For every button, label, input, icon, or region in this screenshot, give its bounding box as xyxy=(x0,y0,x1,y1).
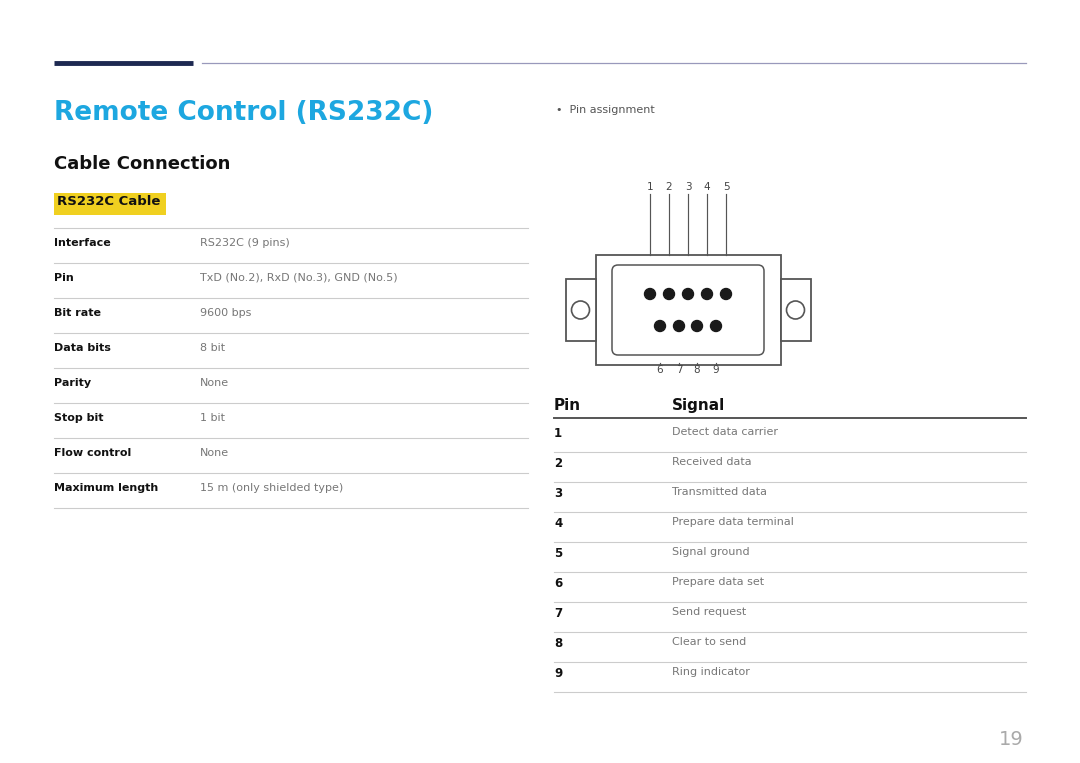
Text: 9600 bps: 9600 bps xyxy=(200,308,252,318)
Circle shape xyxy=(674,320,685,331)
Text: •  Pin assignment: • Pin assignment xyxy=(556,105,654,115)
Text: 1: 1 xyxy=(647,182,653,192)
Text: 2: 2 xyxy=(554,457,562,470)
Text: 4: 4 xyxy=(704,182,711,192)
Text: Signal: Signal xyxy=(672,398,726,413)
Text: 1 bit: 1 bit xyxy=(200,413,225,423)
Text: Maximum length: Maximum length xyxy=(54,483,159,493)
Text: 15 m (only shielded type): 15 m (only shielded type) xyxy=(200,483,343,493)
Circle shape xyxy=(702,288,713,300)
FancyBboxPatch shape xyxy=(566,279,595,341)
Text: 3: 3 xyxy=(554,487,562,500)
Text: RS232C Cable: RS232C Cable xyxy=(57,195,160,208)
FancyBboxPatch shape xyxy=(781,279,810,341)
FancyBboxPatch shape xyxy=(595,255,781,365)
Text: 1: 1 xyxy=(554,427,562,440)
Text: 4: 4 xyxy=(554,517,563,530)
Text: Transmitted data: Transmitted data xyxy=(672,487,767,497)
Text: None: None xyxy=(200,448,229,458)
Text: Ring indicator: Ring indicator xyxy=(672,667,750,677)
Text: 2: 2 xyxy=(665,182,673,192)
Text: Pin: Pin xyxy=(554,398,581,413)
Text: 9: 9 xyxy=(713,365,719,375)
Circle shape xyxy=(786,301,805,319)
Text: 6: 6 xyxy=(554,577,563,590)
Circle shape xyxy=(654,320,665,331)
Text: 8: 8 xyxy=(554,637,563,650)
FancyBboxPatch shape xyxy=(54,193,166,215)
Text: 5: 5 xyxy=(554,547,563,560)
Text: None: None xyxy=(200,378,229,388)
Circle shape xyxy=(571,301,590,319)
Text: Prepare data set: Prepare data set xyxy=(672,577,765,587)
FancyBboxPatch shape xyxy=(612,265,764,355)
Text: Interface: Interface xyxy=(54,238,111,248)
Text: 7: 7 xyxy=(554,607,562,620)
Text: 19: 19 xyxy=(999,730,1024,749)
Text: Parity: Parity xyxy=(54,378,91,388)
Text: 5: 5 xyxy=(723,182,729,192)
Text: 7: 7 xyxy=(676,365,683,375)
Text: Received data: Received data xyxy=(672,457,752,467)
Text: Prepare data terminal: Prepare data terminal xyxy=(672,517,794,527)
Text: 6: 6 xyxy=(657,365,663,375)
Circle shape xyxy=(691,320,702,331)
Circle shape xyxy=(720,288,731,300)
Circle shape xyxy=(663,288,675,300)
Text: TxD (No.2), RxD (No.3), GND (No.5): TxD (No.2), RxD (No.3), GND (No.5) xyxy=(200,273,397,283)
Circle shape xyxy=(645,288,656,300)
Text: Data bits: Data bits xyxy=(54,343,111,353)
Text: Pin: Pin xyxy=(54,273,73,283)
Circle shape xyxy=(683,288,693,300)
Text: Detect data carrier: Detect data carrier xyxy=(672,427,778,437)
Text: RS232C (9 pins): RS232C (9 pins) xyxy=(200,238,289,248)
Text: 8 bit: 8 bit xyxy=(200,343,225,353)
Text: 3: 3 xyxy=(685,182,691,192)
Text: Bit rate: Bit rate xyxy=(54,308,102,318)
Text: Cable Connection: Cable Connection xyxy=(54,155,230,173)
Circle shape xyxy=(711,320,721,331)
Text: 9: 9 xyxy=(554,667,563,680)
Text: 8: 8 xyxy=(693,365,700,375)
Text: Send request: Send request xyxy=(672,607,746,617)
Text: Signal ground: Signal ground xyxy=(672,547,750,557)
Text: Clear to send: Clear to send xyxy=(672,637,746,647)
Text: Flow control: Flow control xyxy=(54,448,132,458)
Text: Remote Control (RS232C): Remote Control (RS232C) xyxy=(54,100,433,126)
Text: Stop bit: Stop bit xyxy=(54,413,104,423)
